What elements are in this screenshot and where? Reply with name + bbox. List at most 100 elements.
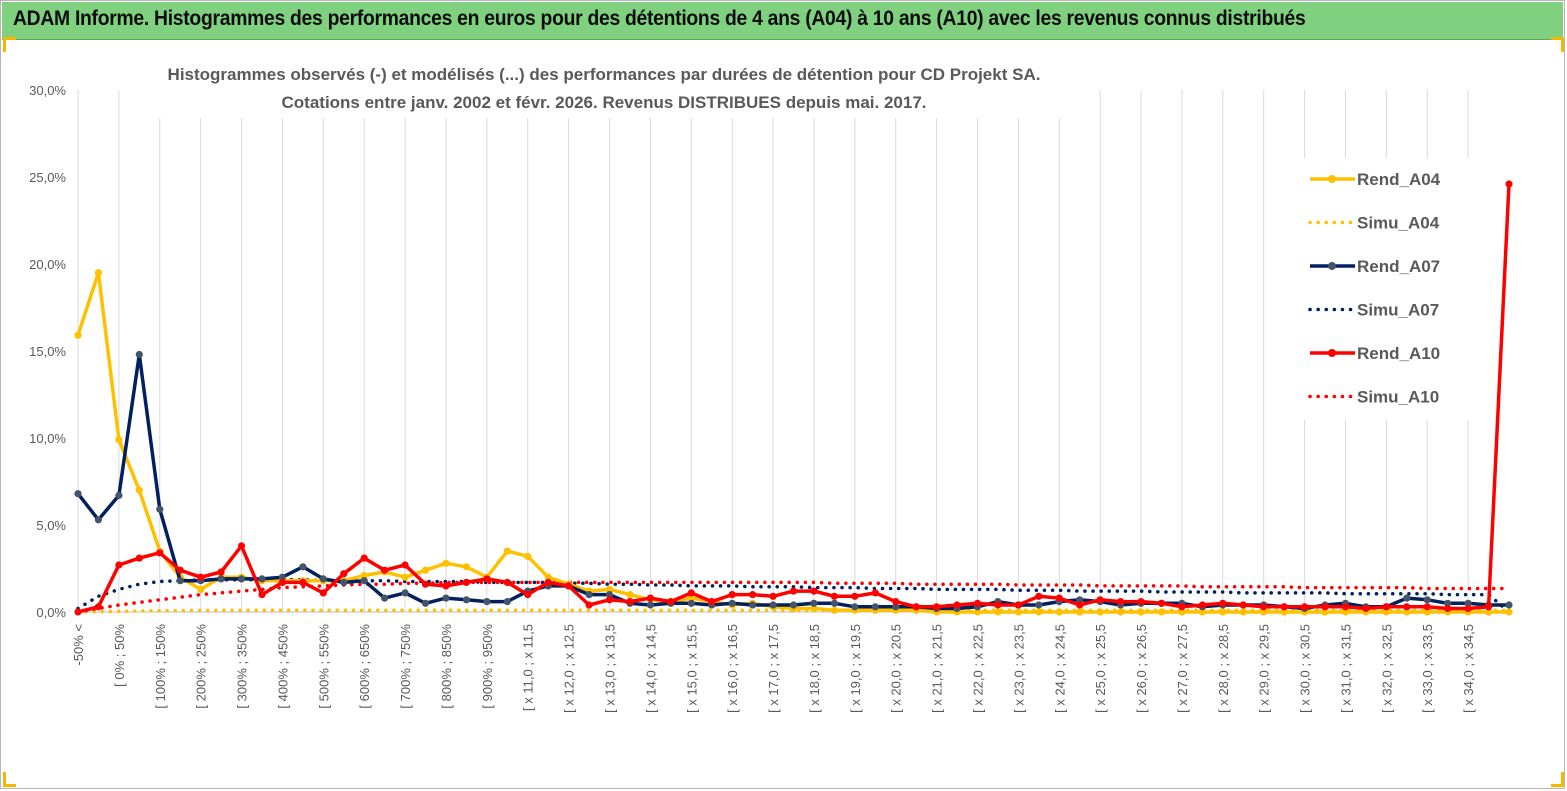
data-point bbox=[1321, 603, 1329, 611]
data-point bbox=[1505, 608, 1513, 616]
data-point bbox=[1055, 608, 1063, 616]
data-point bbox=[1117, 608, 1125, 616]
banner-title: ADAM Informe. Histogrammes des performan… bbox=[13, 7, 1306, 30]
data-point bbox=[1198, 601, 1206, 609]
data-point bbox=[299, 578, 307, 587]
data-point bbox=[503, 578, 511, 587]
data-point bbox=[1403, 608, 1411, 616]
x-tick-label: -50% < bbox=[71, 624, 86, 666]
legend: Rend_A04 Simu_A04 Rend_A07 Simu_A07 Rend_A10… bbox=[1292, 158, 1482, 420]
data-point bbox=[851, 592, 859, 600]
data-point bbox=[1239, 601, 1247, 609]
data-point bbox=[1464, 599, 1472, 607]
data-point bbox=[94, 516, 102, 524]
x-tick-label: [ x 21,0 ; x 21,5 bbox=[930, 624, 945, 713]
data-point bbox=[115, 491, 123, 499]
data-point bbox=[135, 486, 143, 494]
data-point bbox=[687, 599, 695, 607]
x-tick-label: [ x 33,0 ; x 33,5 bbox=[1420, 624, 1435, 713]
x-tick-label: [ x 22,0 ; x 22,5 bbox=[970, 624, 985, 713]
legend-item-simu-a04: Simu_A04 bbox=[1308, 214, 1440, 233]
data-point bbox=[1014, 608, 1023, 616]
data-point bbox=[769, 592, 777, 600]
data-point bbox=[830, 599, 839, 607]
data-point bbox=[524, 552, 532, 560]
title-backdrop bbox=[150, 58, 1062, 118]
x-tick-label: [ x 18,0 ; x 18,5 bbox=[807, 624, 822, 713]
data-point bbox=[933, 603, 941, 611]
data-point bbox=[74, 331, 82, 339]
data-point bbox=[1423, 603, 1431, 611]
x-tick-label: [ x 19,0 ; x 19,5 bbox=[848, 624, 863, 713]
x-tick-label: [ x 23,0 ; x 23,5 bbox=[1011, 624, 1026, 713]
y-tick-label: 5,0% bbox=[36, 518, 66, 533]
data-point bbox=[442, 594, 450, 602]
legend-label: Rend_A04 bbox=[1357, 170, 1441, 189]
data-point bbox=[94, 269, 102, 277]
data-point bbox=[565, 582, 573, 590]
data-point bbox=[708, 598, 716, 606]
x-tick-label: [ x 13,0 ; x 13,5 bbox=[603, 624, 618, 713]
data-point bbox=[1055, 594, 1063, 602]
x-tick-label: [ 500% ; 550% bbox=[316, 624, 331, 709]
data-point bbox=[1423, 608, 1431, 616]
data-point bbox=[1239, 608, 1247, 616]
corner-marker-bottom-left bbox=[3, 772, 16, 787]
data-point bbox=[728, 599, 736, 607]
x-tick-label: [ x 34,0 ; x 34,5 bbox=[1461, 624, 1476, 713]
data-point bbox=[1382, 608, 1390, 616]
data-point bbox=[1137, 598, 1145, 606]
data-point bbox=[462, 563, 470, 571]
x-tick-label: [ x 32,0 ; x 32,5 bbox=[1379, 624, 1394, 713]
data-point bbox=[442, 582, 450, 590]
x-tick-label: [ 300% ; 350% bbox=[235, 624, 250, 709]
report-banner: ADAM Informe. Histogrammes des performan… bbox=[2, 2, 1563, 40]
data-point bbox=[1219, 608, 1227, 616]
data-point bbox=[953, 601, 961, 609]
x-tick-label: [ 800% ; 850% bbox=[439, 624, 454, 709]
data-point bbox=[830, 592, 839, 600]
data-point bbox=[1403, 603, 1411, 611]
data-point bbox=[605, 596, 614, 604]
data-point bbox=[810, 604, 818, 613]
data-point bbox=[1260, 603, 1268, 611]
y-tick-label: 10,0% bbox=[29, 431, 66, 446]
data-point bbox=[1096, 596, 1104, 604]
data-point bbox=[789, 601, 798, 609]
data-point bbox=[524, 591, 532, 599]
data-point bbox=[973, 608, 982, 616]
data-point bbox=[749, 601, 757, 609]
data-point bbox=[789, 587, 798, 595]
data-point bbox=[1219, 599, 1227, 607]
y-tick-label: 20,0% bbox=[29, 257, 66, 272]
data-point bbox=[1280, 603, 1288, 611]
corner-marker-bottom-right bbox=[1551, 772, 1564, 787]
data-point bbox=[667, 598, 675, 606]
data-point bbox=[1198, 608, 1206, 616]
data-point bbox=[1485, 603, 1493, 611]
legend-label: Simu_A10 bbox=[1357, 388, 1439, 407]
data-point bbox=[1076, 608, 1084, 616]
data-point bbox=[135, 350, 143, 359]
data-point bbox=[401, 561, 409, 569]
legend-marker bbox=[1328, 175, 1336, 183]
data-point bbox=[1341, 603, 1350, 611]
data-point bbox=[483, 598, 491, 606]
data-point bbox=[646, 601, 655, 609]
data-point bbox=[278, 578, 286, 587]
data-point bbox=[401, 589, 409, 597]
x-tick-label: [ 600% ; 650% bbox=[357, 624, 372, 709]
data-point bbox=[1505, 601, 1513, 609]
data-point bbox=[1157, 599, 1166, 607]
data-point bbox=[462, 578, 470, 587]
data-point bbox=[156, 505, 164, 513]
data-point bbox=[1505, 180, 1513, 188]
data-point bbox=[830, 606, 839, 614]
data-point bbox=[544, 578, 552, 587]
data-point bbox=[1423, 596, 1431, 604]
data-point bbox=[626, 598, 634, 606]
data-point bbox=[319, 589, 327, 597]
y-tick-labels: 0,0% 5,0% 10,0% 15,0% 20,0% 25,0% 30,0% bbox=[29, 83, 66, 620]
